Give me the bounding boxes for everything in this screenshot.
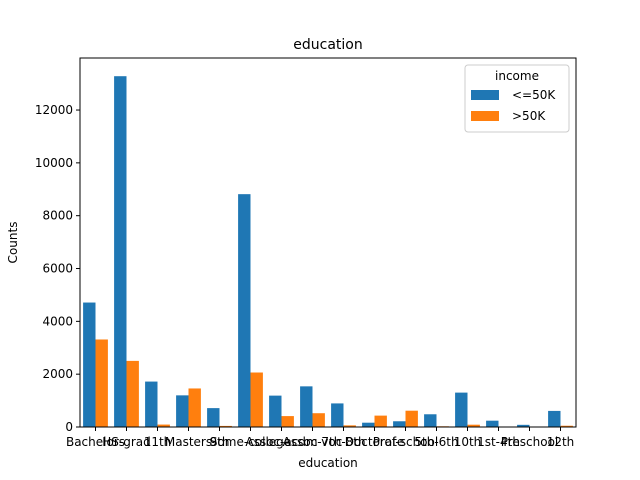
bar-le50k-assoc-acdm (269, 395, 282, 427)
plot-frame (79, 57, 577, 428)
bar-le50k-assoc-voc (300, 386, 313, 427)
bar-gt50k-bachelors (95, 339, 108, 427)
y-axis: 0 2000 4000 6000 8000 10000 12000 (35, 103, 80, 434)
x-tick-label: Prof-school (373, 435, 438, 449)
bar-le50k-12th (548, 410, 561, 427)
bar-le50k-11th (145, 381, 158, 427)
y-tick-label: 8000 (42, 209, 73, 223)
x-tick-label: 10th (454, 435, 482, 449)
bar-gt50k-7th-8th (343, 425, 356, 427)
x-tick-label: Assoc-voc (283, 435, 343, 449)
x-tick-label: Some-college (210, 435, 291, 449)
bar-le50k-doctorate (362, 422, 375, 427)
bar-le50k-7th-8th (331, 403, 344, 427)
bar-le50k-bachelors (83, 302, 96, 427)
legend-label: <=50K (512, 88, 556, 102)
bar-gt50k-12th (560, 425, 573, 427)
x-tick-label: 9th (210, 435, 230, 449)
x-tick-label: 11th (144, 435, 172, 449)
x-tick-label: 12th (547, 435, 575, 449)
bar-gt50k-10th (467, 424, 480, 427)
y-tick-label: 0 (65, 420, 73, 434)
x-axis: BachelorsHS-grad11thMasters9thSome-colle… (66, 427, 574, 449)
bar-gt50k-prof-school (405, 410, 418, 427)
bar-le50k-hs-grad (114, 76, 127, 427)
legend-title: income (495, 69, 539, 83)
bar-le50k-some-college (238, 194, 251, 427)
bar-le50k-masters (176, 395, 189, 427)
bar-gt50k-9th (219, 425, 232, 427)
legend-items: <=50K >50K (471, 88, 556, 123)
y-tick-label: 12000 (35, 103, 73, 117)
bar-le50k-5th-6th (424, 414, 437, 427)
bar-gt50k-doctorate (374, 415, 387, 427)
bar-gt50k-assoc-acdm (281, 416, 294, 427)
bar-gt50k-assoc-voc (312, 413, 325, 427)
x-tick-label: Bachelors (66, 435, 125, 449)
y-tick-label: 4000 (42, 314, 73, 328)
y-tick-label: 2000 (42, 367, 73, 381)
x-axis-label: education (298, 456, 358, 470)
chart-title: education (293, 37, 362, 53)
bar-gt50k-hs-grad (126, 360, 139, 427)
x-tick-label: Preschool (501, 435, 559, 449)
bar-gt50k-some-college (250, 372, 263, 427)
bar-gt50k-masters (188, 388, 201, 427)
y-axis-label: Counts (6, 222, 20, 264)
legend-swatch (471, 90, 499, 100)
legend: income <=50K >50K (464, 64, 570, 133)
x-tick-label: 5th-6th (414, 435, 458, 449)
legend-swatch (471, 111, 499, 121)
bar-le50k-prof-school (393, 421, 406, 427)
x-tick-label: 1st-4th (477, 435, 520, 449)
bar-le50k-preschool (517, 424, 530, 427)
x-tick-label: 7th-8th (321, 435, 365, 449)
legend-label: >50K (512, 109, 546, 123)
x-tick-label: HS-grad (102, 435, 151, 449)
bars-layer (83, 76, 573, 427)
bar-gt50k-11th (157, 424, 170, 427)
bar-le50k-10th (455, 392, 468, 427)
y-tick-label: 10000 (35, 156, 73, 170)
y-tick-label: 6000 (42, 262, 73, 276)
x-tick-label: Doctorate (345, 435, 405, 449)
x-tick-label: Assoc-acdm (245, 435, 317, 449)
bar-le50k-9th (207, 408, 220, 427)
x-tick-label: Masters (165, 435, 212, 449)
bar-le50k-1st-4th (486, 420, 499, 427)
